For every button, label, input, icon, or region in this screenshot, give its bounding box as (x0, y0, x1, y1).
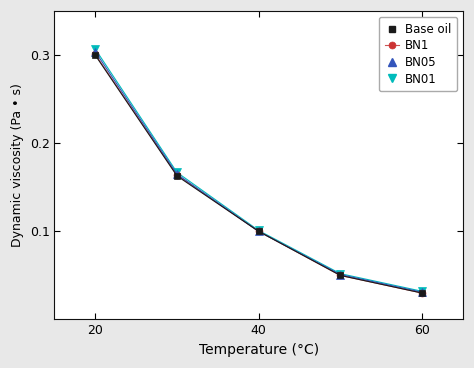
Base oil (337, 273, 343, 277)
Line: Base oil: Base oil (92, 52, 426, 297)
BN1 (174, 173, 180, 177)
Base oil (256, 229, 262, 234)
BN05 (419, 290, 425, 294)
BN1 (337, 273, 343, 277)
Legend: Base oil, BN1, BN05, BN01: Base oil, BN1, BN05, BN01 (379, 17, 457, 91)
Base oil (92, 53, 98, 57)
BN1 (419, 291, 425, 295)
Base oil (419, 291, 425, 295)
Line: BN1: BN1 (92, 51, 426, 297)
BN1 (256, 229, 262, 234)
BN05 (337, 272, 343, 277)
BN1 (92, 52, 98, 57)
BN01 (337, 272, 343, 276)
BN01 (92, 47, 98, 51)
BN05 (174, 172, 180, 176)
Base oil (174, 174, 180, 178)
Y-axis label: Dynamic viscosity (Pa • s): Dynamic viscosity (Pa • s) (11, 84, 24, 247)
BN01 (256, 228, 262, 233)
BN01 (419, 289, 425, 294)
Line: BN05: BN05 (91, 48, 426, 296)
BN05 (256, 229, 262, 234)
BN01 (174, 170, 180, 174)
X-axis label: Temperature (°C): Temperature (°C) (199, 343, 319, 357)
Line: BN01: BN01 (91, 45, 426, 295)
BN05 (92, 49, 98, 54)
